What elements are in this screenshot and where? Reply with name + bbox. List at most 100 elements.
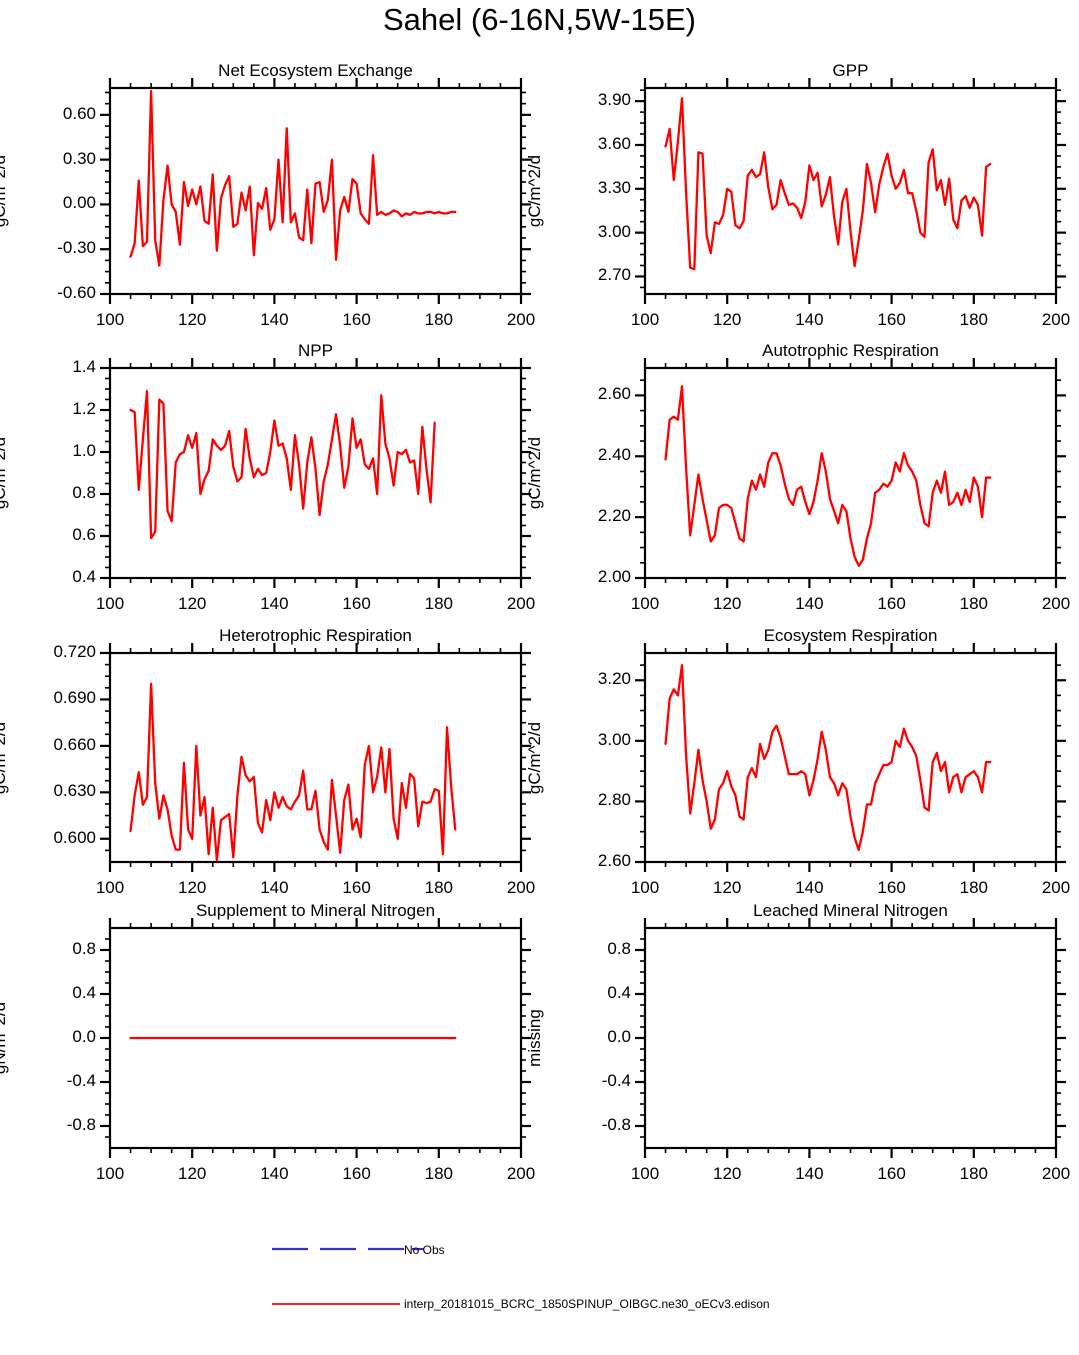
x-tick-label: 200 <box>506 1164 536 1183</box>
y-tick-label: -0.4 <box>601 1071 631 1090</box>
y-tick-label: 1.2 <box>72 399 96 418</box>
x-tick-label: 140 <box>795 878 824 897</box>
panel-8 <box>635 918 1066 1158</box>
y-axis-label: gC/m^2/d <box>525 436 544 510</box>
y-tick-label: 0.4 <box>607 983 631 1002</box>
panel-title-3: NPP <box>298 341 333 360</box>
no-obs-label: No Obs <box>404 1243 445 1257</box>
y-tick-label: 0.00 <box>62 193 96 213</box>
y-tick-label: 0.660 <box>53 734 96 754</box>
x-tick-label: 140 <box>260 878 289 897</box>
x-tick-label: 100 <box>95 1164 125 1183</box>
x-tick-label: 100 <box>630 310 660 329</box>
x-tick-label: 120 <box>178 878 207 897</box>
x-tick-label: 180 <box>959 878 988 897</box>
y-tick-label: -0.8 <box>601 1115 631 1134</box>
y-tick-label: 3.60 <box>597 133 631 153</box>
x-tick-label: 100 <box>630 594 660 613</box>
x-tick-label: 100 <box>95 594 125 613</box>
x-tick-label: 200 <box>1041 594 1071 613</box>
x-tick-label: 180 <box>959 310 988 329</box>
y-tick-label: 1.0 <box>72 441 96 460</box>
x-tick-label: 140 <box>260 594 289 613</box>
x-tick-label: 180 <box>959 1164 988 1183</box>
panel-5 <box>100 643 531 872</box>
data-series-line <box>664 97 992 271</box>
y-tick-label: 0.600 <box>53 827 96 847</box>
x-tick-label: 160 <box>342 594 371 613</box>
x-tick-label: 180 <box>424 594 453 613</box>
y-tick-label: 0.0 <box>607 1027 631 1046</box>
y-tick-label: 0.8 <box>607 939 631 958</box>
x-tick-label: 120 <box>713 878 742 897</box>
y-tick-label: -0.30 <box>57 238 96 258</box>
x-tick-label: 140 <box>795 310 824 329</box>
y-tick-label: 2.40 <box>597 445 631 465</box>
figure-title: Sahel (6-16N,5W-15E) <box>382 2 696 37</box>
y-tick-label: 3.00 <box>597 729 631 749</box>
x-tick-label: 120 <box>178 594 207 613</box>
x-tick-label: 160 <box>877 1164 906 1183</box>
y-tick-label: 0.30 <box>62 148 96 168</box>
y-tick-label: -0.4 <box>66 1071 96 1090</box>
x-tick-label: 100 <box>95 878 125 897</box>
x-tick-label: 140 <box>795 1164 824 1183</box>
panel-7 <box>100 918 531 1158</box>
panel-title-2: GPP <box>832 61 869 80</box>
y-tick-label: 1.4 <box>72 357 96 376</box>
y-tick-label: 0.4 <box>72 983 96 1002</box>
data-series-line <box>129 89 457 267</box>
x-tick-label: 100 <box>95 310 125 329</box>
y-tick-label: 0.690 <box>53 688 96 708</box>
x-tick-label: 160 <box>342 310 371 329</box>
x-tick-label: 120 <box>178 1164 207 1183</box>
x-tick-label: 200 <box>506 878 536 897</box>
y-axis-label: gC/m^2/d <box>0 154 9 228</box>
panel-2 <box>635 78 1066 304</box>
y-tick-label: 0.6 <box>72 525 96 544</box>
x-tick-label: 140 <box>260 310 289 329</box>
x-tick-label: 120 <box>713 594 742 613</box>
x-tick-label: 160 <box>342 1164 371 1183</box>
y-axis-label: gN/m^2/d <box>0 1001 9 1075</box>
x-tick-label: 100 <box>630 878 660 897</box>
y-tick-label: 2.80 <box>597 790 631 810</box>
panel-6 <box>635 643 1066 872</box>
x-tick-label: 180 <box>424 310 453 329</box>
y-tick-label: 3.90 <box>597 90 631 110</box>
plot-panels <box>100 78 1066 1158</box>
x-tick-label: 120 <box>713 1164 742 1183</box>
y-axis-label: gC/m^2/d <box>525 721 544 794</box>
y-tick-label: 2.20 <box>597 506 631 526</box>
x-tick-label: 120 <box>178 310 207 329</box>
y-axis-label: missing <box>525 1009 544 1067</box>
x-tick-label: 200 <box>1041 1164 1071 1183</box>
x-tick-label: 200 <box>1041 310 1071 329</box>
y-axis-label: gC/m^2/d <box>0 436 9 510</box>
x-tick-label: 200 <box>506 594 536 613</box>
y-tick-label: 0.630 <box>53 781 96 801</box>
y-tick-label: 0.4 <box>72 567 96 586</box>
data-series-line <box>664 663 992 852</box>
x-tick-label: 100 <box>630 1164 660 1183</box>
series-label: interp_20181015_BCRC_1850SPINUP_OIBGC.ne… <box>404 1297 770 1311</box>
data-series-line <box>129 682 457 862</box>
panel-title-4: Autotrophic Respiration <box>762 341 939 360</box>
y-tick-label: 2.70 <box>597 265 631 285</box>
panel-title-8: Leached Mineral Nitrogen <box>753 901 948 920</box>
panel-4 <box>635 358 1066 588</box>
y-tick-label: 0.0 <box>72 1027 96 1046</box>
y-tick-label: 2.60 <box>597 384 631 404</box>
y-tick-label: -0.8 <box>66 1115 96 1134</box>
panel-title-7: Supplement to Mineral Nitrogen <box>195 901 436 920</box>
x-tick-label: 180 <box>424 878 453 897</box>
x-tick-label: 140 <box>260 1164 289 1183</box>
figure-canvas: Sahel (6-16N,5W-15E) Net Ecosystem Excha… <box>0 2 1071 1311</box>
y-tick-label: 3.00 <box>597 221 631 241</box>
y-axis-label: gC/m^2/d <box>525 154 544 228</box>
data-series-line <box>129 389 436 540</box>
y-tick-label: 3.30 <box>597 177 631 197</box>
x-tick-label: 160 <box>342 878 371 897</box>
y-tick-label: 0.8 <box>72 939 96 958</box>
x-tick-label: 200 <box>1041 878 1071 897</box>
